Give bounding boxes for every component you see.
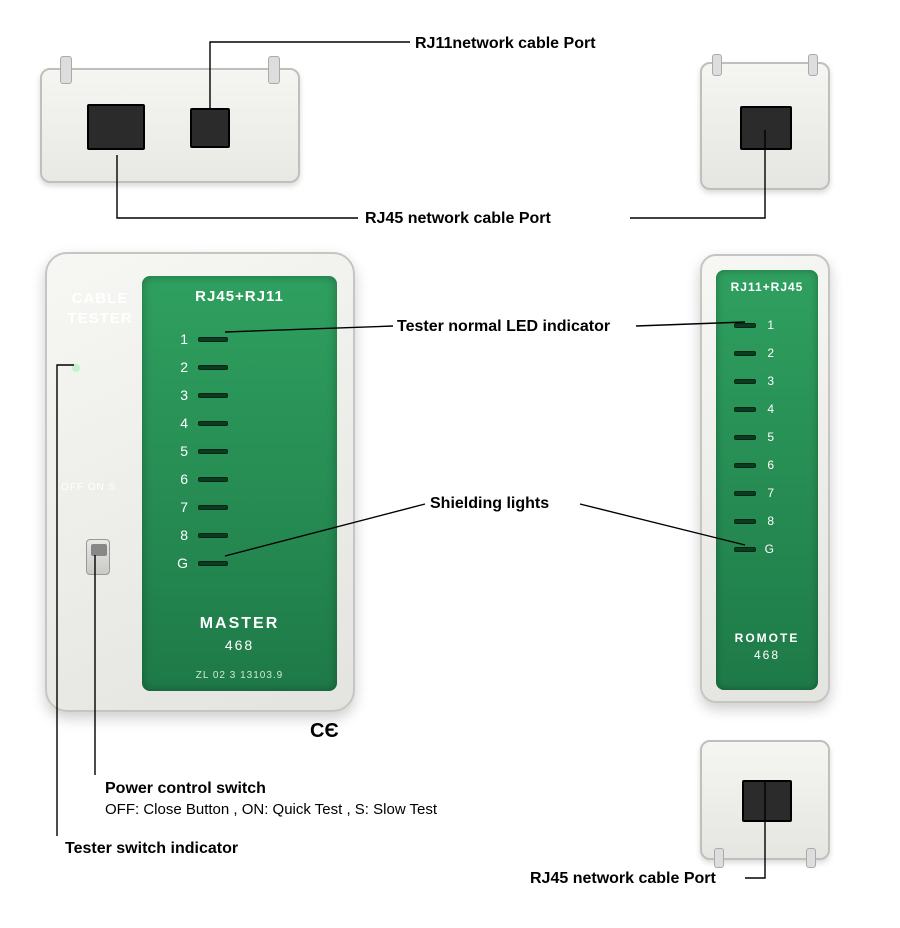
led-num: 8 [172,527,188,543]
led-num: 8 [764,514,774,528]
master-panel-title: RJ45+RJ11 [142,288,337,305]
led-num: 5 [764,430,774,444]
led-num: 3 [764,374,774,388]
led-num: 6 [172,471,188,487]
led-row: 5 [734,430,774,444]
led-row: 8 [734,514,774,528]
led-num: 2 [172,359,188,375]
led-bar-icon [734,379,756,384]
led-bar-icon [198,337,228,342]
led-row: 1 [172,331,228,347]
led-bar-icon [734,351,756,356]
label-tester-led: Tester normal LED indicator [397,318,610,336]
led-row: 4 [172,415,228,431]
label-rj45-port-top: RJ45 network cable Port [365,210,551,228]
led-row: 5 [172,443,228,459]
led-num: 7 [764,486,774,500]
led-num: 2 [764,346,774,360]
bottom-right-port-unit [700,740,830,860]
led-row: G [172,555,228,571]
led-bar-icon [734,519,756,524]
master-foot2: 468 [142,637,337,653]
led-row: 6 [172,471,228,487]
label-power-switch-desc: OFF: Close Button , ON: Quick Test , S: … [105,800,437,820]
led-bar-icon [734,323,756,328]
master-zl: ZL 02 3 13103.9 [142,670,337,681]
indicator-led-icon [72,364,80,372]
led-bar-icon [734,407,756,412]
led-num: 1 [764,318,774,332]
master-panel: RJ45+RJ11 1 2 3 4 5 6 7 8 G MASTER 468 ZL 02 3 1… [142,276,337,691]
label-power-switch: Power control switch [105,780,266,798]
rj45-port-icon [742,780,792,822]
label-shielding: Shielding lights [430,495,549,513]
led-row: 7 [734,486,774,500]
remote-foot1: ROMOTE [716,631,818,645]
led-bar-icon [198,533,228,538]
led-bar-icon [198,477,228,482]
led-bar-icon [734,463,756,468]
led-row: 1 [734,318,774,332]
label-switch-indicator: Tester switch indicator [65,840,238,858]
led-row: G [734,542,774,556]
led-row: 4 [734,402,774,416]
led-bar-icon [734,435,756,440]
led-num: 4 [172,415,188,431]
led-num: 1 [172,331,188,347]
led-num: G [172,555,188,571]
remote-panel: RJ11+RJ45 1 2 3 4 5 6 7 8 G ROMOTE 468 [716,270,818,690]
remote-foot2: 468 [716,648,818,662]
led-num: 3 [172,387,188,403]
remote-panel-title: RJ11+RJ45 [716,280,818,294]
top-port-unit [40,68,300,183]
led-bar-icon [734,547,756,552]
led-row: 7 [172,499,228,515]
led-num: 7 [172,499,188,515]
led-row: 2 [734,346,774,360]
led-row: 6 [734,458,774,472]
rj11-port-icon [190,108,230,148]
rj45-port-icon [740,106,792,150]
led-row: 8 [172,527,228,543]
off-on-s-label: OFF ON S [61,482,116,493]
led-bar-icon [198,449,228,454]
label-rj45-port-bottom: RJ45 network cable Port [530,870,716,888]
master-foot1: MASTER [142,615,337,633]
cable-tester-label: CABLE TESTER [61,289,139,328]
led-bar-icon [198,505,228,510]
label-rj11-port: RJ11network cable Port [415,35,596,53]
led-bar-icon [198,393,228,398]
led-num: G [764,542,774,556]
led-num: 5 [172,443,188,459]
led-row: 3 [734,374,774,388]
led-bar-icon [198,365,228,370]
led-row: 3 [172,387,228,403]
power-switch[interactable] [86,539,110,575]
led-bar-icon [198,421,228,426]
top-right-port-unit [700,62,830,190]
master-unit: CABLE TESTER OFF ON S RJ45+RJ11 1 2 3 4 5 6 7 8… [45,252,355,712]
remote-unit: RJ11+RJ45 1 2 3 4 5 6 7 8 G ROMOTE 468 [700,254,830,703]
led-row: 2 [172,359,228,375]
led-bar-icon [198,561,228,566]
rj45-port-icon [87,104,145,150]
led-num: 6 [764,458,774,472]
led-num: 4 [764,402,774,416]
led-bar-icon [734,491,756,496]
